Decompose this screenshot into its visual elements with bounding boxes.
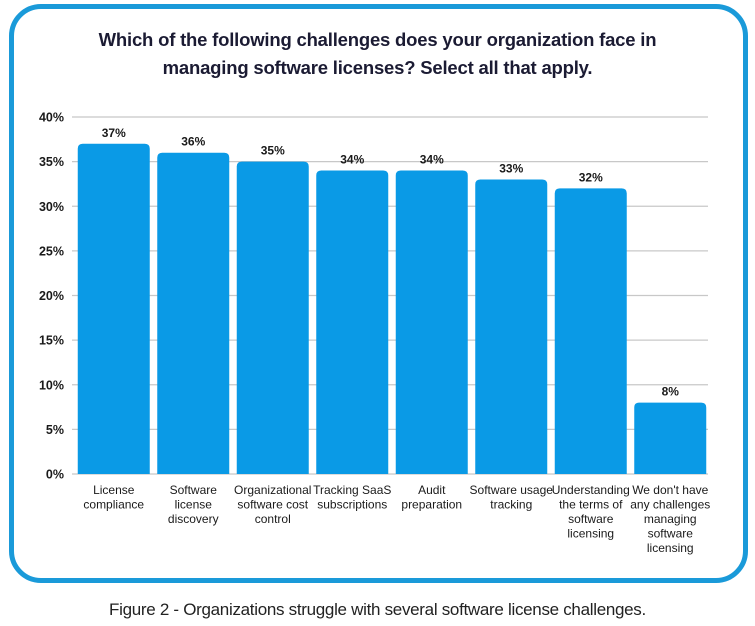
y-axis: 0% 5% 10% 15% 20% 25% 30% 35% 40% — [39, 111, 64, 482]
data-label: 35% — [261, 144, 285, 158]
chart-title-line-1: Which of the following challenges does y… — [98, 29, 657, 50]
y-tick-label: 5% — [46, 423, 64, 437]
bar — [77, 143, 150, 474]
y-tick-label: 35% — [39, 155, 64, 169]
bar — [554, 188, 627, 474]
data-label: 32% — [579, 170, 603, 184]
bar — [475, 179, 548, 474]
y-tick-label: 15% — [39, 334, 64, 348]
x-tick-label: Organizational software cost control — [234, 483, 311, 526]
data-label: 8% — [662, 385, 680, 399]
figure-caption: Figure 2 - Organizations struggle with s… — [109, 600, 646, 619]
chart-title-line-2: managing software licenses? Select all t… — [162, 57, 593, 78]
bar — [316, 170, 389, 475]
x-tick-label: License compliance — [83, 483, 144, 512]
y-tick-label: 30% — [39, 200, 64, 214]
y-tick-label: 25% — [39, 244, 64, 258]
x-tick-label: Software usage tracking — [470, 483, 554, 512]
data-label: 34% — [340, 153, 364, 167]
y-tick-label: 10% — [39, 378, 64, 392]
x-tick-label: Tracking SaaS subscriptions — [313, 483, 391, 512]
data-label: 34% — [420, 153, 444, 167]
data-label: 33% — [499, 161, 523, 175]
x-tick-label: We don't have any challenges managing softw… — [630, 483, 710, 555]
y-tick-label: 20% — [39, 289, 64, 303]
x-tick-label: Understanding the terms of software licensi… — [552, 483, 630, 541]
x-axis: License compliance Software license discover… — [83, 483, 710, 555]
data-labels: 37% 36% 35% 34% 34% 33% 32% 8% — [102, 126, 680, 399]
bar — [157, 152, 230, 474]
bar — [634, 402, 707, 474]
y-tick-label: 0% — [46, 468, 64, 482]
data-label: 37% — [102, 126, 126, 140]
bars — [77, 143, 707, 475]
bar — [236, 161, 309, 474]
data-label: 36% — [181, 135, 205, 149]
bar — [395, 170, 468, 475]
x-tick-label: Audit preparation — [401, 483, 462, 512]
x-tick-label: Software license discovery — [168, 483, 219, 526]
y-tick-label: 40% — [39, 111, 64, 125]
chart-title: Which of the following challenges does y… — [40, 26, 715, 82]
